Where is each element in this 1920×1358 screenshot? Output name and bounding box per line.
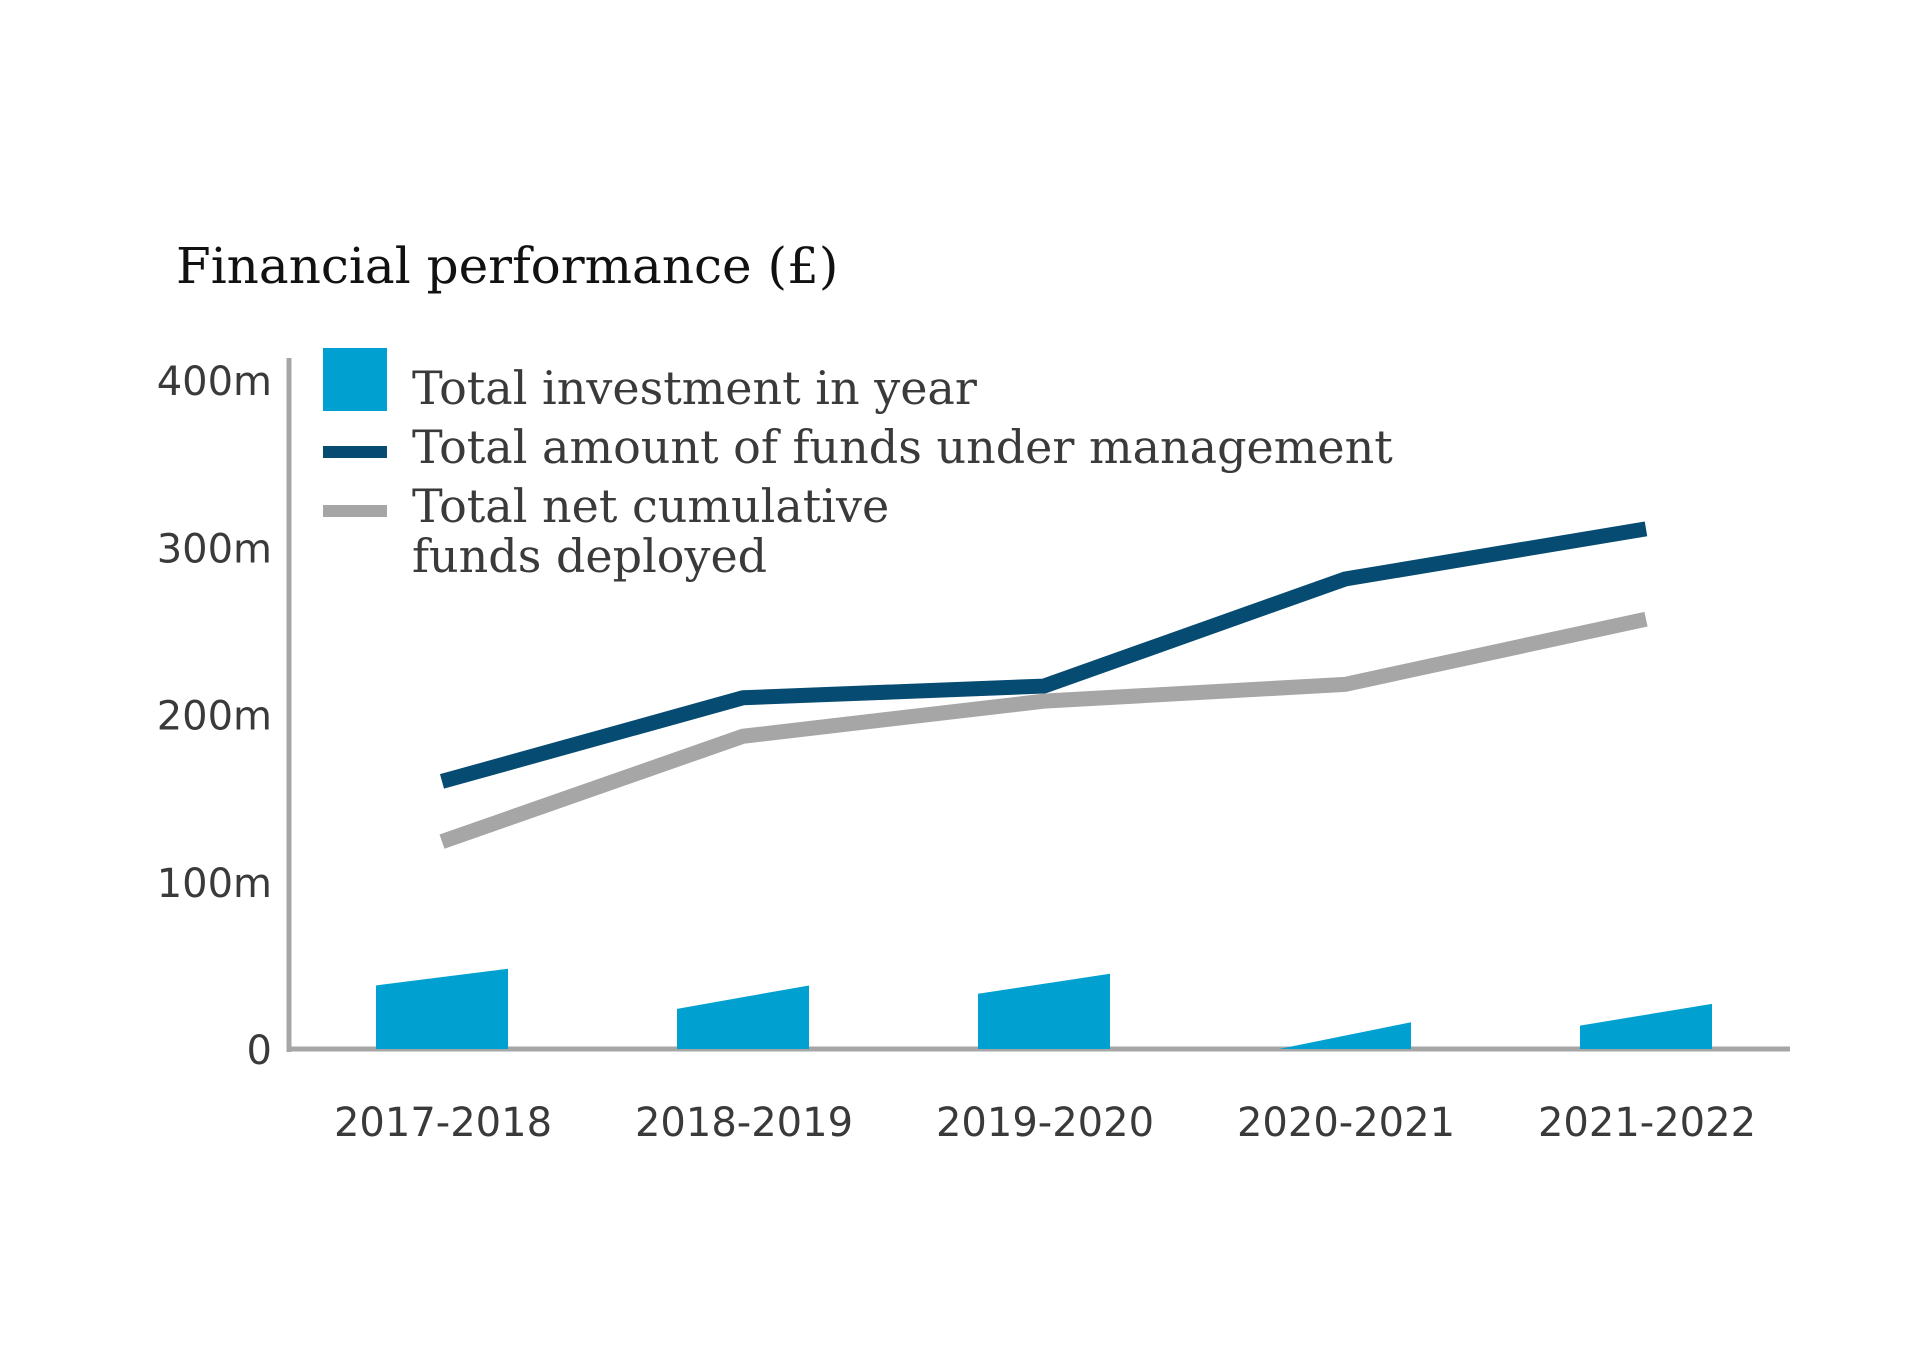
legend-swatch-investment	[323, 348, 387, 411]
bar	[677, 985, 809, 1049]
bar	[978, 974, 1110, 1049]
x-tick-label: 2020-2021	[1237, 1100, 1455, 1146]
legend-swatch-net-cumulative	[323, 505, 387, 517]
x-tick-labels: 2017-2018 2018-2019 2019-2020 2020-2021 2021…	[334, 1100, 1756, 1146]
chart-title: Financial performance (£)	[176, 237, 838, 295]
legend-label-investment: Total investment in year	[412, 361, 977, 415]
y-tick-label: 0	[247, 1028, 272, 1074]
x-tick-label: 2019-2020	[936, 1100, 1154, 1146]
bar	[376, 969, 508, 1049]
y-tick-label: 100m	[157, 861, 272, 907]
legend-label-funds-under-management: Total amount of funds under management	[412, 420, 1393, 474]
bar	[1580, 1004, 1712, 1049]
bar	[1279, 1022, 1411, 1049]
legend-swatch-funds-under-management	[323, 446, 387, 458]
x-tick-label: 2021-2022	[1538, 1100, 1756, 1146]
x-tick-label: 2017-2018	[334, 1100, 552, 1146]
y-tick-label: 300m	[157, 526, 272, 572]
y-tick-label: 200m	[157, 694, 272, 740]
legend-label-line: Total net cumulative	[412, 479, 889, 533]
y-tick-labels: 0 100m 200m 300m 400m	[157, 359, 272, 1074]
bar-series	[376, 969, 1712, 1049]
x-tick-label: 2018-2019	[635, 1100, 853, 1146]
y-tick-label: 400m	[157, 359, 272, 405]
legend-label-line: funds deployed	[412, 529, 767, 583]
